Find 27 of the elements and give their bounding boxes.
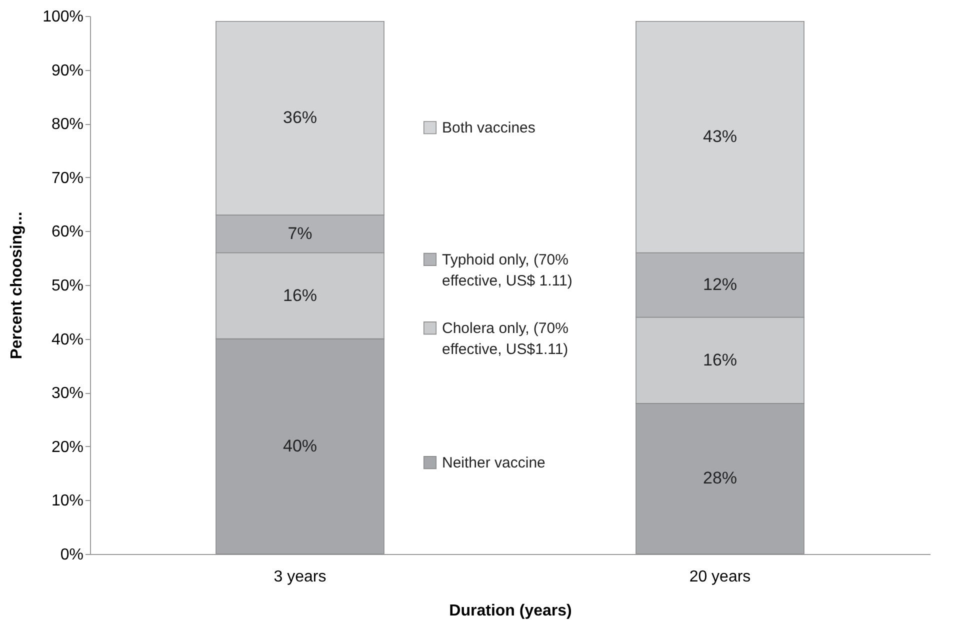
y-tick-label: 50%	[51, 278, 84, 294]
y-tick-label: 100%	[42, 8, 84, 26]
x-axis-title: Duration (years)	[449, 602, 572, 620]
y-axis-title: Percent choosing...	[8, 212, 26, 360]
y-tick-label: 80%	[51, 116, 84, 134]
y-tick-label: 60%	[51, 224, 84, 241]
data-label: 36%	[282, 108, 318, 128]
data-label: 43%	[702, 127, 738, 146]
y-tick-label: 0%	[60, 546, 84, 564]
data-label: 40%	[282, 436, 318, 456]
data-label: 16%	[282, 286, 318, 305]
data-label: 7%	[288, 224, 312, 243]
data-label: 16%	[702, 350, 738, 370]
y-tick-label: 10%	[51, 492, 84, 510]
legend-label: Typhoid only, (70% effective, US$ 1.11)	[442, 251, 572, 290]
y-tick-label: 40%	[51, 331, 84, 348]
y-tick-label: 70%	[51, 170, 84, 187]
legend-label: Cholera only, (70% effective, US$1.11)	[442, 320, 568, 358]
x-tick-label: 20 years	[689, 568, 751, 586]
y-tick-label: 30%	[51, 385, 84, 402]
y-tick-label: 20%	[51, 438, 84, 456]
legend-label: Neither vaccine	[442, 454, 546, 472]
data-label: 28%	[702, 468, 738, 488]
legend-label: Both vaccines	[442, 120, 536, 137]
x-tick-label: 3 years	[274, 568, 326, 586]
data-label: 12%	[702, 275, 738, 294]
y-tick-label: 90%	[51, 62, 84, 80]
